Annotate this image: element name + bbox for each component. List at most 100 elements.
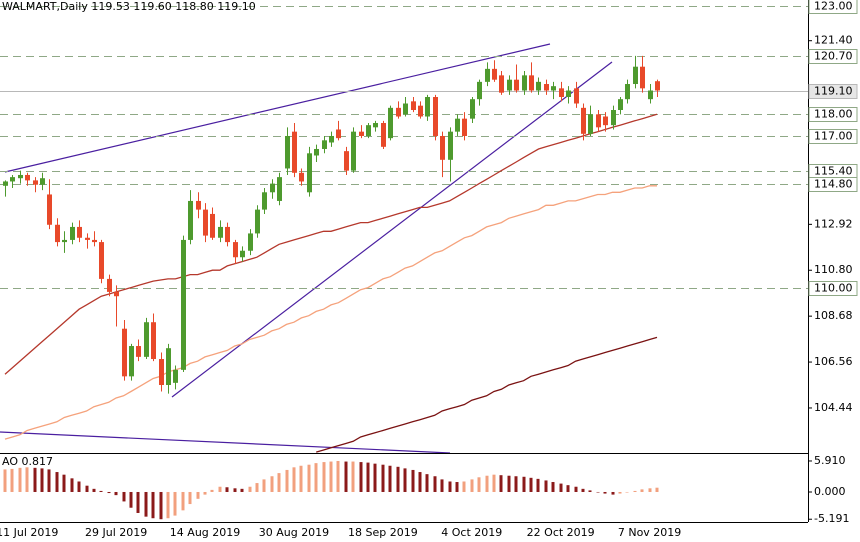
ao-bar [574, 486, 578, 492]
candle-body [462, 118, 467, 136]
ao-bar [25, 467, 29, 492]
ao-bar [336, 460, 340, 492]
candle-body [173, 369, 178, 383]
candle-body [203, 209, 208, 236]
candle-body [403, 103, 408, 115]
ao-bar [411, 469, 415, 492]
candle-body [77, 226, 82, 238]
ao-bar [159, 491, 163, 520]
ao-bar [240, 488, 244, 492]
ao-bar [499, 475, 503, 492]
ao-bar [62, 474, 66, 492]
ao-bar [448, 481, 452, 492]
ao-bar [551, 482, 555, 492]
ao-bar [262, 479, 266, 492]
ao-bar [425, 474, 429, 492]
candle-body [625, 84, 630, 100]
ao-bar [136, 491, 140, 513]
x-tick-label: 4 Oct 2019 [441, 526, 502, 539]
ao-bar [33, 467, 37, 492]
ao-bar [625, 491, 629, 493]
candle-body [588, 114, 593, 134]
candle-body [492, 68, 497, 80]
ao-bar [455, 482, 459, 492]
candle-body [596, 114, 601, 128]
y-tick-label: 0.000 [814, 485, 846, 498]
candle-body [248, 233, 253, 251]
candle-body [373, 122, 378, 128]
ao-bar [566, 485, 570, 492]
level-label-box [808, 107, 858, 122]
ao-bar [307, 464, 311, 492]
y-tick-label: 106.56 [814, 355, 853, 368]
candle-body [55, 224, 60, 243]
moving-average [4, 185, 657, 440]
ao-bar [166, 491, 170, 519]
candle-body [196, 200, 201, 210]
ao-bar [603, 491, 607, 494]
candle-body [25, 174, 30, 181]
candle-body [3, 181, 8, 186]
y-tick-label: 104.44 [814, 401, 853, 414]
candle-body [344, 151, 349, 171]
ao-bar [373, 463, 377, 492]
ao-bar [418, 472, 422, 492]
level-label: 123.00 [814, 0, 853, 13]
level-label-box [808, 177, 858, 192]
candle-body [507, 79, 512, 91]
ao-bar [522, 476, 526, 492]
ao-bar [85, 485, 89, 492]
candle-body [136, 346, 141, 357]
moving-average [316, 336, 658, 453]
ao-bar [122, 491, 126, 502]
candle-body [522, 75, 527, 91]
candle-body [225, 226, 230, 243]
ao-bar [248, 486, 252, 492]
ao-bar [388, 465, 392, 492]
ao-bar [3, 469, 7, 492]
ao-bar [381, 464, 385, 492]
candle-body [611, 110, 616, 126]
candle-body [159, 359, 164, 386]
ao-bar [396, 466, 400, 492]
ao-bar [277, 473, 281, 492]
ao-bar [285, 469, 289, 492]
candle-body [151, 322, 156, 360]
level-label: 115.40 [814, 165, 853, 178]
ao-bar [359, 462, 363, 492]
x-tick-label: 14 Aug 2019 [170, 526, 240, 539]
candle-body [122, 328, 127, 377]
candle-body [70, 226, 75, 240]
candle-body [529, 75, 534, 91]
ao-bar [47, 469, 51, 492]
ao-bar [151, 491, 155, 519]
candle-body [359, 131, 364, 136]
ao-bar [173, 491, 177, 516]
candle-body [233, 242, 238, 258]
ao-bar [536, 478, 540, 492]
candle-body [455, 118, 460, 132]
candle-body [418, 105, 423, 117]
candle-body [351, 131, 356, 171]
candle-body [144, 322, 149, 357]
candle-body [470, 99, 475, 119]
candle-body [551, 86, 556, 91]
x-tick-label: 29 Jul 2019 [85, 526, 147, 539]
ao-bar [322, 462, 326, 492]
candle-body [10, 177, 15, 182]
candle-body [411, 101, 416, 111]
ao-bar [196, 491, 200, 499]
ao-bar [225, 487, 229, 492]
ao-bar [92, 488, 96, 492]
ao-bar [492, 474, 496, 492]
ao-title: AO 0.817 [2, 455, 53, 468]
ao-bar [144, 491, 148, 517]
level-label-box [808, 129, 858, 144]
candle-body [329, 135, 334, 143]
candle-body [336, 129, 341, 139]
ao-bar [514, 476, 518, 492]
candle-body [285, 135, 290, 169]
ao-bar [640, 489, 644, 492]
trend-line [4, 43, 551, 173]
